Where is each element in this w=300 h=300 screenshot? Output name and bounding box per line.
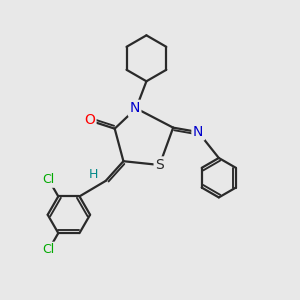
Text: N: N	[129, 101, 140, 116]
Text: S: S	[155, 158, 164, 172]
Text: Cl: Cl	[43, 173, 55, 186]
Text: Cl: Cl	[43, 243, 55, 256]
Text: H: H	[88, 168, 98, 181]
Text: O: O	[84, 113, 95, 128]
Text: N: N	[193, 125, 203, 139]
